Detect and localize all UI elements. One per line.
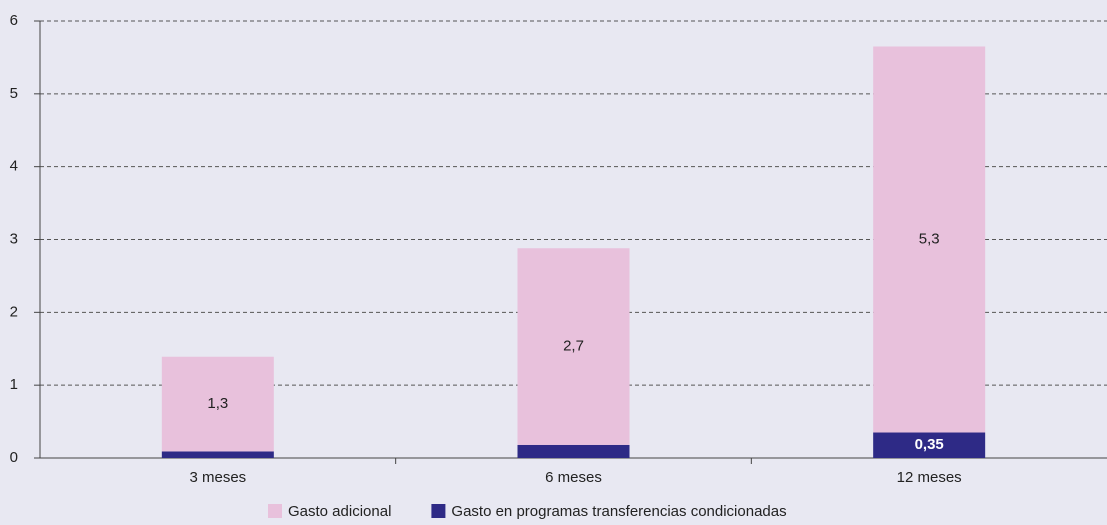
bar-segment bbox=[517, 248, 630, 445]
legend-swatch bbox=[268, 504, 282, 518]
bar-segment bbox=[161, 356, 274, 452]
x-tick-label: 12 meses bbox=[897, 469, 962, 486]
y-tick-label: 6 bbox=[10, 12, 18, 29]
y-tick-label: 4 bbox=[10, 158, 18, 175]
bar-segment bbox=[161, 451, 274, 458]
data-label: 0,35 bbox=[915, 436, 944, 453]
data-label: 2,7 bbox=[563, 338, 584, 355]
legend-label: Gasto adicional bbox=[288, 503, 391, 520]
y-tick-label: 1 bbox=[10, 376, 18, 393]
bar-segment bbox=[517, 444, 630, 458]
y-tick-label: 5 bbox=[10, 85, 18, 102]
data-label: 1,3 bbox=[207, 395, 228, 412]
data-label: 5,3 bbox=[919, 230, 940, 247]
x-tick-label: 6 meses bbox=[545, 469, 602, 486]
x-tick-label: 3 meses bbox=[189, 469, 246, 486]
y-tick-label: 3 bbox=[10, 230, 18, 247]
bar-segment bbox=[873, 46, 986, 433]
legend-swatch bbox=[431, 504, 446, 518]
y-tick-label: 2 bbox=[10, 303, 18, 320]
legend-label: Gasto en programas transferencias condic… bbox=[451, 503, 786, 520]
bar-segment bbox=[873, 432, 986, 458]
y-tick-label: 0 bbox=[10, 449, 18, 466]
